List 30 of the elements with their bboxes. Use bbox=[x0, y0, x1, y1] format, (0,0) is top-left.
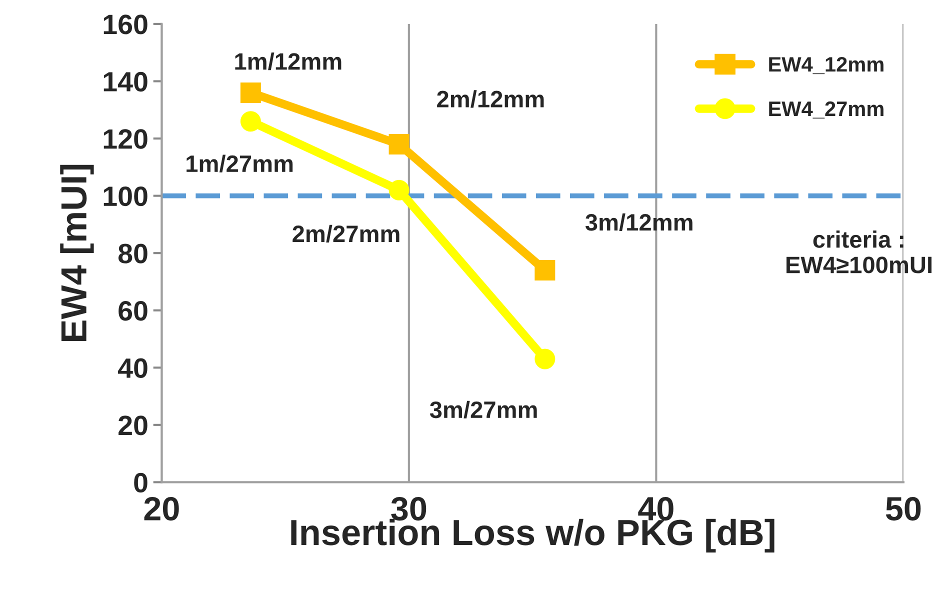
point bbox=[388, 180, 410, 200]
ref-line-label: criteria : EW4≥100mUI bbox=[786, 230, 932, 274]
annotation: 2m/27mm bbox=[292, 224, 400, 242]
y-axis-title: EW4 [mUI] bbox=[60, 164, 94, 341]
point bbox=[388, 134, 410, 154]
legend-label: EW4_12mm bbox=[769, 57, 884, 74]
y-tick-label: 80 bbox=[118, 244, 148, 264]
annotation: 1m/27mm bbox=[186, 154, 293, 172]
x-tick-label: 20 bbox=[144, 496, 179, 521]
y-tick-label: 100 bbox=[104, 186, 148, 206]
y-tick-label: 20 bbox=[118, 416, 148, 436]
annotation: 1m/12mm bbox=[235, 52, 342, 70]
point bbox=[240, 82, 261, 103]
point bbox=[534, 260, 556, 281]
x-axis-title: Insertion Loss w/o PKG [dB] bbox=[291, 518, 774, 552]
annotation: 3m/12mm bbox=[585, 213, 692, 232]
y-tick-label: 160 bbox=[104, 14, 148, 34]
y-tick-label: 40 bbox=[118, 358, 148, 378]
y-tick-label: 60 bbox=[118, 301, 148, 321]
legend-label: EW4_27mm bbox=[769, 101, 884, 119]
y-tick-label: 140 bbox=[104, 72, 148, 92]
annotation: 2m/12mm bbox=[437, 90, 544, 108]
x-tick-label: 30 bbox=[391, 496, 426, 521]
point bbox=[240, 111, 261, 132]
y-tick-label: 120 bbox=[104, 129, 148, 149]
x-tick-label: 40 bbox=[638, 496, 674, 521]
x-tick-label: 50 bbox=[886, 496, 921, 521]
point bbox=[534, 348, 556, 370]
y-tick-label: 0 bbox=[134, 472, 148, 493]
annotation: 3m/27mm bbox=[430, 400, 537, 418]
